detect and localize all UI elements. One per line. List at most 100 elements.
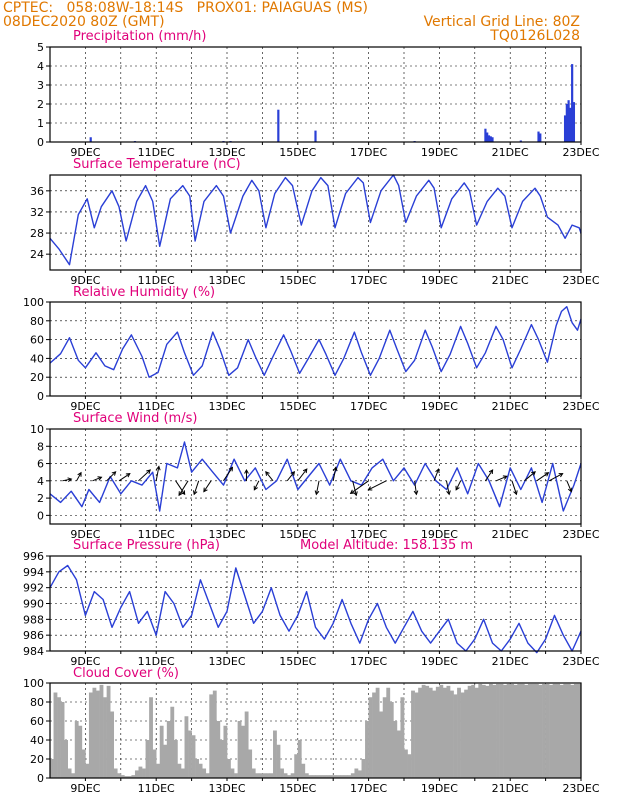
cloud-bar (474, 687, 479, 778)
y-tick-label: 0 (37, 772, 44, 785)
cloud-bar (290, 773, 295, 778)
cloud-bar (269, 773, 274, 778)
precip-bar (486, 132, 489, 142)
cloud-bar (467, 685, 472, 778)
pressure-panel: 984 986 988 990 992 994 996 9DEC 11DEC 13DEC 15DEC… (23, 538, 600, 668)
cloud-bar (113, 768, 118, 778)
wind-arrow (118, 473, 131, 482)
cloud-bar (156, 763, 161, 778)
cloud-bar (234, 773, 238, 778)
cloud-bar (127, 776, 132, 778)
x-tick-label: 23DEC (562, 782, 599, 795)
wind-arrowhead (125, 473, 131, 478)
cloud-bar (152, 749, 157, 778)
wind-arrowhead (228, 466, 234, 472)
cloud-bar (379, 711, 384, 778)
y-tick-label: 6 (37, 458, 44, 471)
cloud-bar (99, 684, 104, 778)
x-tick-label: 17DEC (350, 782, 387, 795)
wind-arrow (253, 480, 260, 491)
wind-arrowhead (146, 469, 151, 474)
wind-arrowhead (178, 491, 183, 497)
cloud-bar (244, 711, 249, 778)
cloud-bar (81, 749, 86, 778)
x-tick-label: 9DEC (70, 146, 100, 159)
cloud-bar (219, 740, 224, 778)
cloud-bar (177, 763, 182, 778)
precip-title: Precipitation (mm/h) (73, 29, 206, 44)
x-tick-label: 11DEC (138, 400, 175, 413)
cloud-bar (549, 684, 553, 778)
wind-arrow (193, 480, 200, 495)
cloud-bar (485, 685, 490, 778)
cloud-bar (407, 754, 412, 778)
x-tick-label: 9DEC (70, 528, 100, 541)
x-tick-label: 21DEC (492, 274, 529, 287)
cloud-bar (566, 683, 571, 778)
cloud-bar (357, 770, 362, 778)
cloud-bar (421, 684, 426, 778)
x-tick-label: 19DEC (421, 782, 458, 795)
cloud-bar (273, 730, 277, 778)
y-tick-label: 2 (37, 492, 44, 505)
cloud-bar (138, 766, 143, 778)
wind-arrow (106, 471, 116, 482)
x-tick-label: 11DEC (138, 782, 175, 795)
cloud-bar (78, 725, 83, 778)
pressure-title: Surface Pressure (hPa) (73, 538, 220, 553)
precip-bar (563, 115, 567, 142)
wind-arrowhead (314, 490, 320, 496)
precip-frame (49, 46, 582, 143)
wind-arrow (445, 480, 450, 495)
wind-arrowhead (302, 468, 308, 474)
y-tick-label: 996 (23, 550, 44, 563)
cloud-bar (563, 683, 568, 778)
wind-arrowhead (488, 469, 494, 475)
cloud-bar (524, 684, 529, 778)
x-tick-label: 11DEC (138, 274, 175, 287)
precip-bar (484, 128, 487, 142)
cloud-bar (53, 692, 58, 778)
precip-bar (569, 107, 572, 142)
precip-bar (565, 104, 568, 142)
wind-arrow (315, 480, 320, 495)
x-tick-label: 23DEC (562, 274, 599, 287)
cloud-bar (212, 690, 217, 778)
cloud-bar (432, 690, 437, 778)
cloud-bar (556, 683, 561, 778)
cloud-bar (142, 768, 146, 778)
cloud-bar (492, 684, 497, 778)
y-tick-label: 4 (37, 60, 44, 73)
wind-arrow (223, 467, 233, 482)
cloud-bar (333, 775, 338, 778)
wind-arrow (352, 480, 357, 496)
x-tick-label: 9DEC (70, 782, 100, 795)
cloud-bar (386, 687, 391, 778)
cloud-bar (255, 773, 260, 778)
x-tick-label: 11DEC (138, 655, 175, 668)
x-tick-label: 17DEC (350, 146, 387, 159)
x-tick-label: 19DEC (421, 274, 458, 287)
cloud-bar (372, 692, 376, 778)
cloud-bar (478, 683, 483, 778)
x-tick-label: 19DEC (421, 400, 458, 413)
cloud-bar (350, 773, 355, 778)
cloud-bar (188, 730, 192, 778)
wind-arrow (178, 480, 189, 496)
wind-arrow (138, 469, 151, 482)
cloud-bar (542, 683, 546, 778)
cloud-bar (103, 697, 107, 778)
wind-arrowhead (253, 485, 258, 491)
cloud-bar (354, 768, 359, 778)
cloud-bar (404, 749, 408, 778)
cloud-bar (287, 775, 292, 778)
y-tick-label: 0 (37, 136, 44, 149)
y-tick-label: 60 (30, 715, 44, 728)
x-tick-label: 21DEC (492, 655, 529, 668)
wind-arrow (495, 475, 508, 482)
x-tick-label: 21DEC (492, 782, 529, 795)
precip-bar (567, 100, 570, 142)
precip-bar (487, 135, 491, 142)
wind-arrowhead (446, 490, 451, 496)
x-tick-label: 17DEC (350, 400, 387, 413)
